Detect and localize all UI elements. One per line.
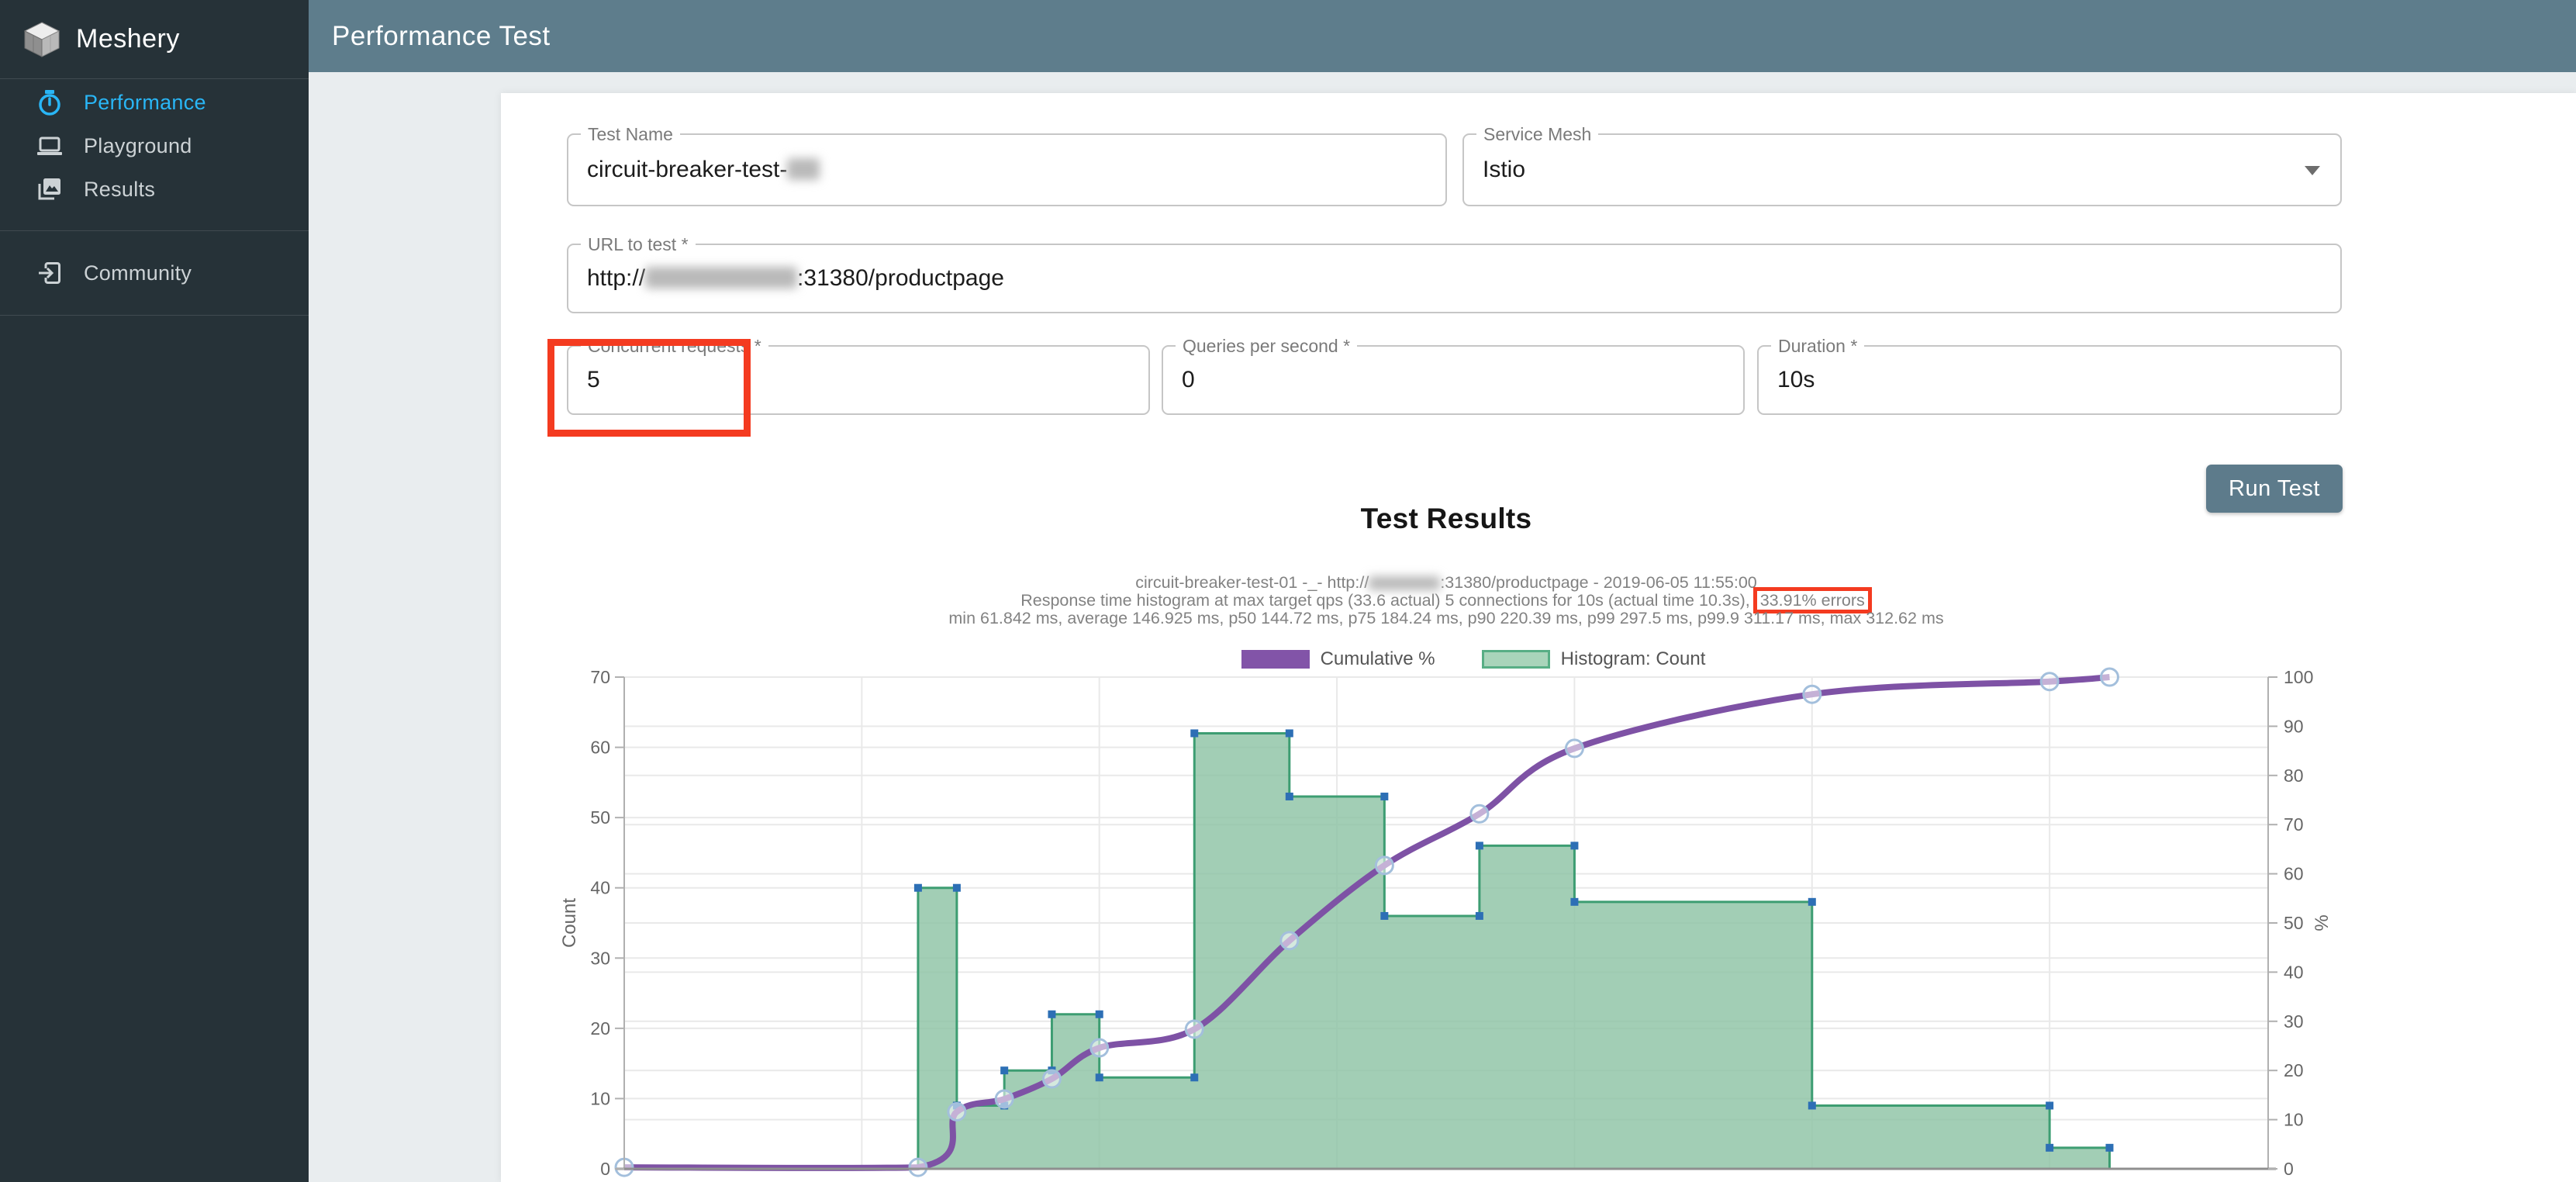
svg-text:20: 20 [2284,1060,2304,1080]
svg-text:0: 0 [600,1159,610,1179]
service-mesh-select[interactable]: Service Mesh Istio [1462,124,2342,206]
results-summary: circuit-breaker-test-01 -_- http://:3138… [543,574,2350,627]
svg-text:50: 50 [2284,913,2304,933]
redacted-text [787,158,820,180]
left-axis-title: Count [559,898,580,948]
test-name-value: circuit-breaker-test- [587,157,820,183]
svg-text:50: 50 [590,807,610,828]
sidebar-item-playground[interactable]: Playground [0,124,309,168]
sidebar-item-results[interactable]: Results [0,168,309,211]
brand-name: Meshery [76,24,180,54]
annotation-red-box [547,339,751,437]
response-time-histogram-chart[interactable]: 0 10 20 30 40 50 60 70 0 10 20 30 40 50 60 70 80 90 100 Cou… [543,665,2404,1182]
svg-text:0: 0 [2284,1159,2294,1179]
timer-icon [36,88,64,116]
service-mesh-value: Istio [1483,157,1526,182]
svg-text:100: 100 [2284,667,2313,687]
meshery-logo-icon [23,21,60,57]
errors-highlight: 33.91% errors [1752,587,1872,613]
test-name-label: Test Name [581,124,680,145]
concurrent-requests-value: 5 [587,367,600,392]
test-name-field[interactable]: Test Name circuit-breaker-test- [567,124,1447,206]
queries-per-second-value: 0 [1182,367,1195,392]
legend-item-histogram[interactable]: Histogram: Count [1481,648,1706,670]
chart-legend: Cumulative % Histogram: Count [543,648,2404,670]
duration-value: 10s [1777,367,1815,392]
svg-text:10: 10 [2284,1110,2304,1130]
legend-item-cumulative[interactable]: Cumulative % [1241,648,1435,670]
svg-text:30: 30 [2284,1011,2304,1032]
svg-text:80: 80 [2284,766,2304,786]
svg-text:70: 70 [2284,814,2304,835]
svg-text:40: 40 [2284,962,2304,982]
svg-text:70: 70 [590,667,610,687]
legend-label: Cumulative % [1320,648,1435,669]
redacted-text [645,267,798,289]
legend-swatch-histogram [1481,650,1550,669]
laptop-icon [36,132,64,160]
app-logo-row[interactable]: Meshery [0,0,309,79]
sidebar: Meshery Performance Playground [0,0,309,1182]
sidebar-divider [0,315,309,316]
summary-line-2: Response time histogram at max target qp… [543,587,2350,613]
svg-text:30: 30 [590,948,610,968]
sidebar-item-performance[interactable]: Performance [0,81,309,124]
results-title: Test Results [1360,503,1532,534]
photo-library-icon [36,175,64,203]
concurrent-requests-field[interactable]: Concurrent requests * 5 [567,336,1150,415]
exit-to-app-icon [36,259,64,287]
url-value: http://:31380/productpage [587,265,1004,291]
duration-field[interactable]: Duration * 10s [1757,336,2342,415]
results-section: Test Results [543,503,2350,535]
summary-line-1: circuit-breaker-test-01 -_- http://:3138… [1135,573,1757,592]
sidebar-item-label: Results [84,177,156,201]
right-axis-title: % [2312,914,2333,931]
svg-text:90: 90 [2284,716,2304,736]
run-test-button[interactable]: Run Test [2206,465,2343,513]
url-field[interactable]: URL to test * http://:31380/productpage [567,234,2342,313]
page-title: Performance Test [332,20,551,51]
duration-label: Duration * [1771,336,1865,357]
svg-text:60: 60 [590,738,610,758]
redacted-text [1369,576,1441,590]
summary-line-3: min 61.842 ms, average 146.925 ms, p50 1… [948,609,1944,627]
sidebar-item-community[interactable]: Community [0,251,309,295]
sidebar-item-label: Playground [84,133,192,157]
legend-swatch-cumulative [1241,650,1310,669]
svg-text:60: 60 [2284,864,2304,884]
svg-text:20: 20 [590,1018,610,1039]
chevron-down-icon [2305,166,2320,175]
app-header: Performance Test [309,0,2576,72]
queries-per-second-field[interactable]: Queries per second * 0 [1162,336,1745,415]
sidebar-item-label: Performance [84,90,206,114]
sidebar-item-label: Community [84,261,192,285]
service-mesh-label: Service Mesh [1476,124,1599,145]
svg-text:40: 40 [590,878,610,898]
svg-text:10: 10 [590,1088,610,1108]
sidebar-divider [0,230,309,231]
url-label: URL to test * [581,234,696,255]
queries-per-second-label: Queries per second * [1176,336,1358,357]
legend-label: Histogram: Count [1560,648,1706,669]
